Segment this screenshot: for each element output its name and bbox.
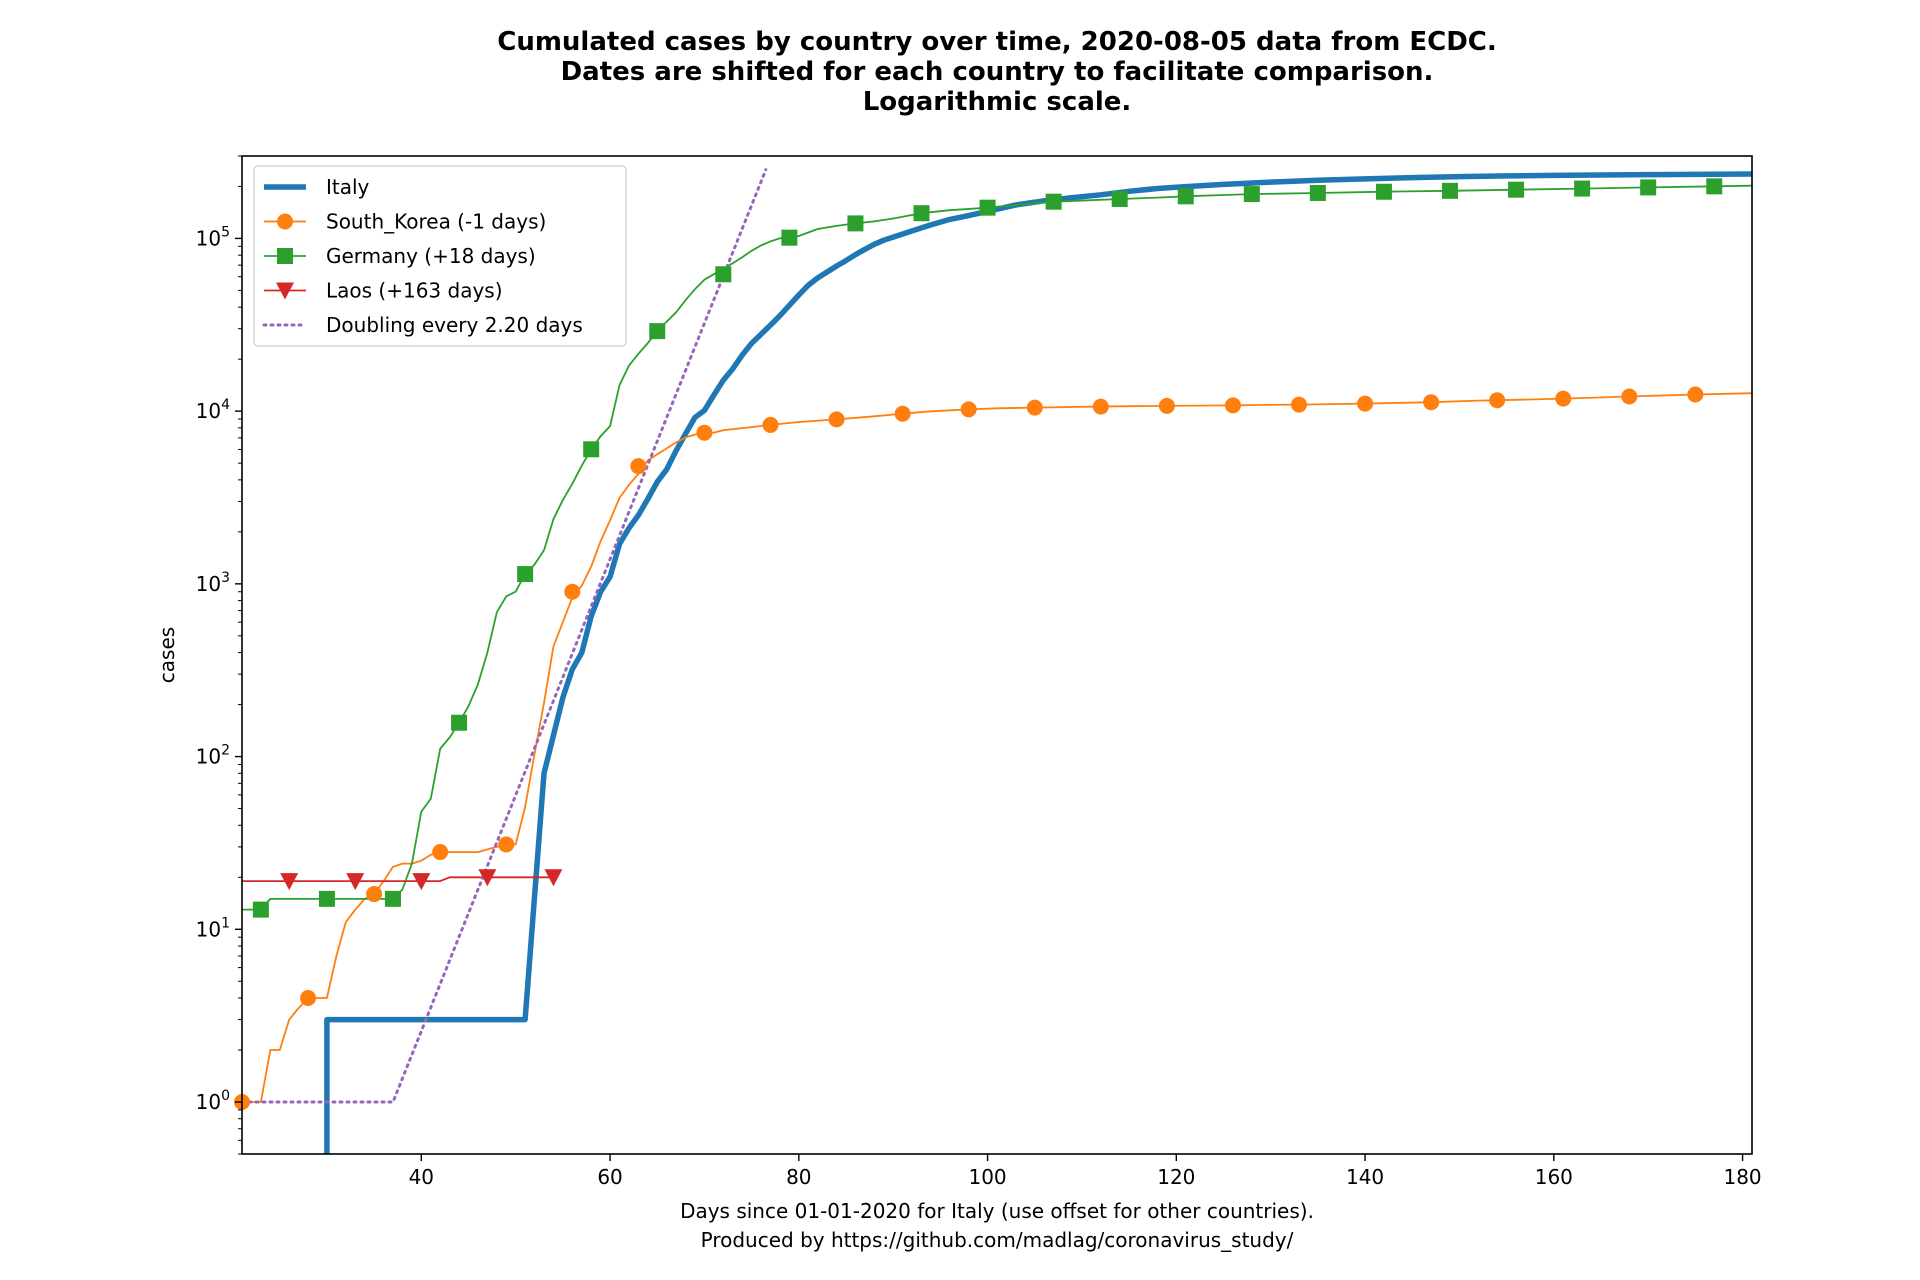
legend-marker-germany-18-days <box>277 248 293 264</box>
data-point-south-korea-1-days-6 <box>630 458 647 475</box>
x-axis-label-line-2: Produced by https://github.com/madlag/co… <box>701 1228 1294 1252</box>
data-point-germany-18-days-17 <box>1375 183 1392 200</box>
data-point-south-korea-1-days-13 <box>1092 398 1109 415</box>
legend-label-laos-163-days: Laos (+163 days) <box>326 279 503 303</box>
data-point-laos-163-days-1 <box>346 873 365 891</box>
y-axis-ticks: 100 101 102 103 104 105 <box>196 155 242 1155</box>
x-tick-label-160: 160 <box>1535 1165 1573 1189</box>
chart-title-line-3: Logarithmic scale. <box>863 87 1132 117</box>
data-point-germany-18-days-14 <box>1177 188 1194 205</box>
data-point-germany-18-days-6 <box>649 323 666 340</box>
data-point-germany-18-days-19 <box>1508 181 1525 198</box>
series-line-italy <box>324 171 1752 1154</box>
data-point-south-korea-1-days-7 <box>696 424 713 441</box>
data-point-germany-18-days-7 <box>715 266 732 283</box>
data-point-germany-18-days-5 <box>583 441 600 458</box>
series-line-doubling-every-2-20-days <box>242 168 768 1104</box>
legend-label-germany-18-days: Germany (+18 days) <box>326 244 536 268</box>
data-point-south-korea-1-days-4 <box>498 836 515 853</box>
data-point-south-korea-1-days-3 <box>432 844 449 861</box>
data-point-south-korea-1-days-11 <box>960 401 977 418</box>
data-point-germany-18-days-0 <box>252 901 269 918</box>
data-point-south-korea-1-days-10 <box>894 405 911 422</box>
y-axis-label: cases <box>155 627 179 683</box>
data-point-germany-18-days-22 <box>1706 178 1723 195</box>
data-point-south-korea-1-days-22 <box>1687 386 1704 403</box>
y-tick-label-5: 105 <box>196 224 230 250</box>
legend-box <box>253 165 627 347</box>
y-tick-label-2: 102 <box>196 743 230 769</box>
chart-title-line-2: Dates are shifted for each country to fa… <box>561 57 1434 87</box>
data-point-south-korea-1-days-18 <box>1423 394 1440 411</box>
data-point-germany-18-days-12 <box>1045 193 1062 210</box>
data-point-south-korea-1-days-5 <box>564 583 581 600</box>
legend-label-italy: Italy <box>326 175 370 199</box>
legend: Italy South_Korea (-1 days) Germany (+18 d… <box>253 165 627 347</box>
data-point-south-korea-1-days-8 <box>762 416 779 433</box>
data-point-south-korea-1-days-2 <box>366 886 383 903</box>
x-tick-label-40: 40 <box>409 1165 434 1189</box>
data-point-germany-18-days-9 <box>847 215 864 232</box>
data-point-south-korea-1-days-15 <box>1224 397 1241 414</box>
chart-title: Cumulated cases by country over time, 20… <box>497 27 1497 117</box>
data-point-germany-18-days-15 <box>1243 186 1260 203</box>
x-axis-label-line-1: Days since 01-01-2020 for Italy (use off… <box>680 1199 1314 1223</box>
y-tick-label-3: 103 <box>196 570 230 596</box>
data-point-germany-18-days-11 <box>979 199 996 216</box>
data-point-germany-18-days-3 <box>451 714 468 731</box>
x-axis-label: Days since 01-01-2020 for Italy (use off… <box>680 1199 1314 1252</box>
data-point-laos-163-days-2 <box>412 873 431 891</box>
x-tick-label-80: 80 <box>786 1165 811 1189</box>
legend-entries: Italy South_Korea (-1 days) Germany (+18 d… <box>262 175 583 337</box>
series-line-laos-163-days <box>242 876 554 882</box>
legend-entry-south-korea-1-days: South_Korea (-1 days) <box>264 210 546 234</box>
data-point-germany-18-days-16 <box>1309 184 1326 201</box>
x-tick-label-180: 180 <box>1723 1165 1761 1189</box>
x-tick-label-60: 60 <box>597 1165 622 1189</box>
y-tick-label-4: 104 <box>196 397 230 423</box>
data-point-germany-18-days-10 <box>913 205 930 222</box>
legend-entry-germany-18-days: Germany (+18 days) <box>264 244 536 268</box>
data-point-south-korea-1-days-21 <box>1621 388 1638 405</box>
x-tick-label-140: 140 <box>1346 1165 1384 1189</box>
data-point-germany-18-days-13 <box>1111 190 1128 207</box>
data-point-south-korea-1-days-20 <box>1555 390 1572 407</box>
legend-label-doubling-every-2-20-days: Doubling every 2.20 days <box>326 313 583 337</box>
data-point-south-korea-1-days-17 <box>1357 395 1374 412</box>
data-point-south-korea-1-days-14 <box>1158 397 1175 414</box>
data-point-laos-163-days-4 <box>544 869 563 887</box>
data-point-laos-163-days-0 <box>280 873 299 891</box>
legend-entry-laos-163-days: Laos (+163 days) <box>264 279 503 303</box>
x-tick-label-120: 120 <box>1157 1165 1195 1189</box>
data-point-germany-18-days-18 <box>1442 182 1458 199</box>
data-point-germany-18-days-20 <box>1574 180 1591 197</box>
legend-marker-south-korea-1-days <box>277 213 293 230</box>
legend-entry-doubling-every-2-20-days: Doubling every 2.20 days <box>262 313 583 337</box>
data-point-laos-163-days-3 <box>478 869 497 887</box>
data-point-south-korea-1-days-1 <box>300 990 317 1007</box>
legend-label-south-korea-1-days: South_Korea (-1 days) <box>326 210 546 234</box>
data-point-south-korea-1-days-19 <box>1489 392 1506 409</box>
data-point-germany-18-days-21 <box>1640 179 1657 196</box>
legend-entry-italy: Italy <box>264 175 370 199</box>
marker-layer <box>234 178 1723 1111</box>
data-point-south-korea-1-days-12 <box>1026 399 1043 416</box>
data-point-germany-18-days-2 <box>385 890 401 907</box>
plot-frame <box>241 155 1753 1155</box>
data-point-germany-18-days-8 <box>781 229 798 246</box>
data-point-germany-18-days-4 <box>517 566 534 583</box>
legend-marker-laos-163-days <box>276 282 294 300</box>
x-axis-ticks: 40 60 80 100 120 140 160 180 <box>409 1154 1762 1189</box>
y-tick-label-0: 100 <box>196 1088 230 1114</box>
data-point-germany-18-days-1 <box>318 890 335 907</box>
y-tick-label-1: 101 <box>196 915 230 941</box>
data-point-south-korea-1-days-16 <box>1291 396 1307 413</box>
data-point-south-korea-1-days-9 <box>828 411 845 428</box>
x-tick-label-100: 100 <box>968 1165 1006 1189</box>
chart-title-line-1: Cumulated cases by country over time, 20… <box>497 27 1497 57</box>
